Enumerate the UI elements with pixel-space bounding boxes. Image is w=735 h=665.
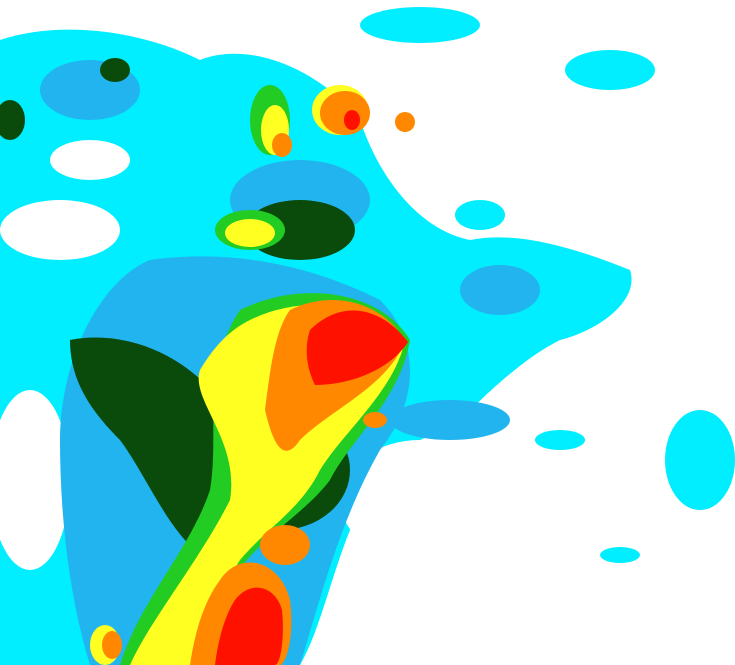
white-gaps-layer — [0, 120, 550, 665]
red-echo-layer — [215, 110, 408, 665]
